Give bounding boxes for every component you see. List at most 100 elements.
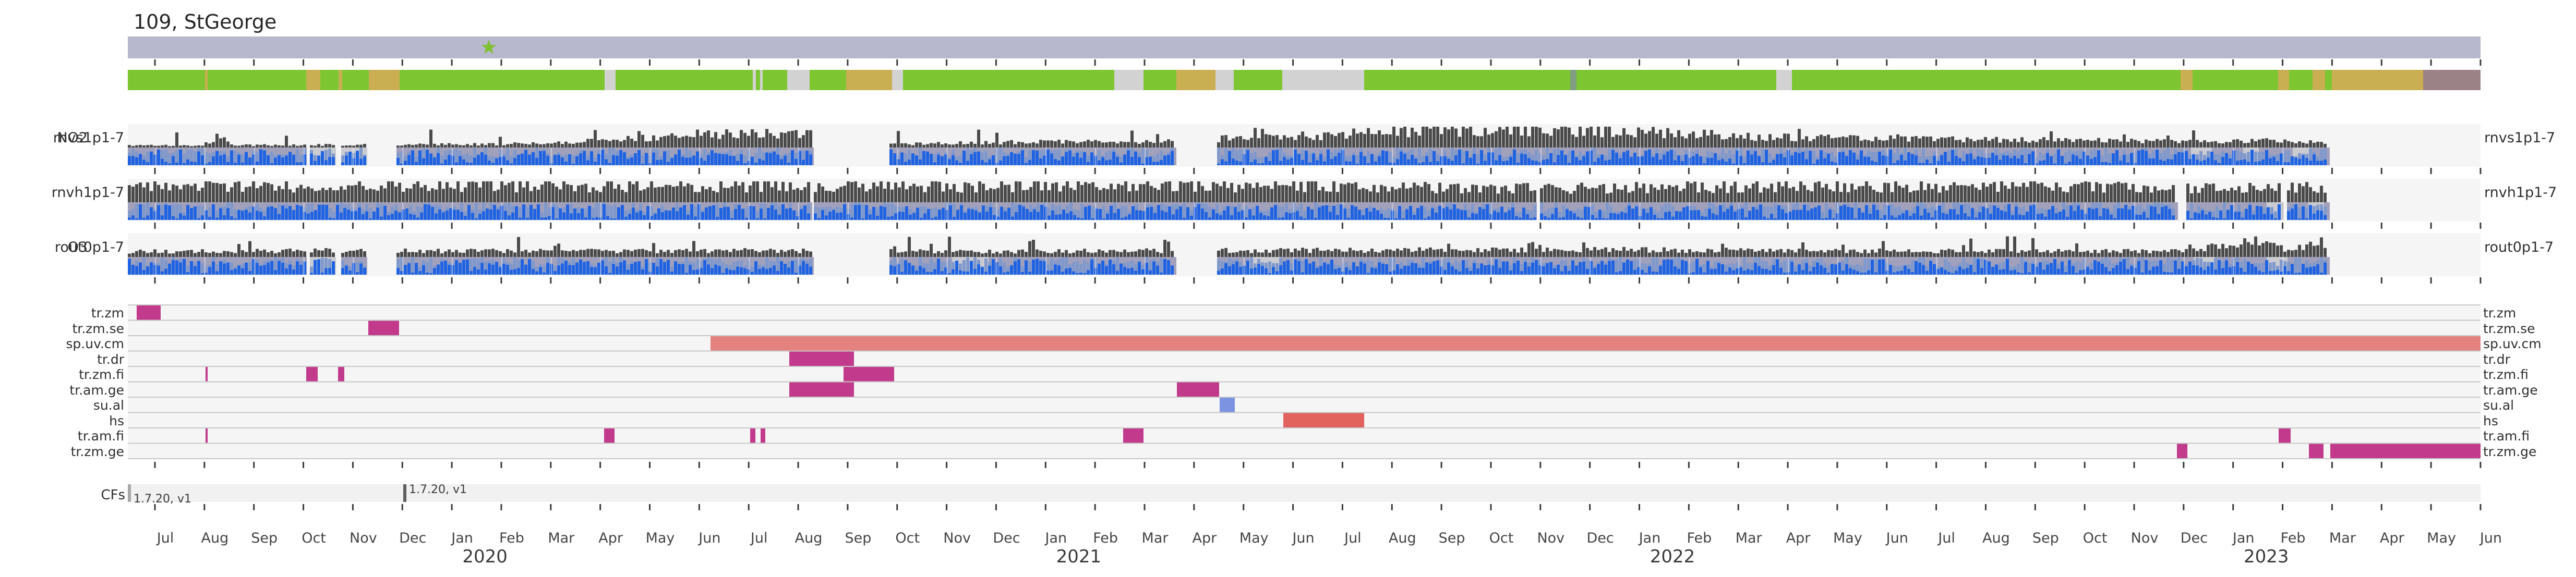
dark-bar bbox=[2101, 142, 2104, 148]
blue-bar bbox=[1670, 259, 1673, 275]
coverage-separator bbox=[204, 257, 206, 275]
dark-bar bbox=[493, 191, 496, 202]
dark-bar bbox=[226, 141, 230, 148]
dark-bar bbox=[477, 145, 480, 148]
blue-soft-bar bbox=[1303, 211, 1306, 220]
dark-bar bbox=[977, 252, 980, 257]
month-tick bbox=[2380, 59, 2382, 66]
blue-bar bbox=[934, 216, 937, 220]
blue-bar bbox=[850, 217, 853, 220]
blue-bar bbox=[2128, 209, 2131, 220]
dark-bar bbox=[1341, 251, 1344, 257]
blue-bar bbox=[652, 263, 655, 275]
blue-bar bbox=[1458, 149, 1461, 165]
dark-bar bbox=[652, 243, 655, 257]
blue-soft-bar bbox=[208, 153, 211, 165]
blue-soft-bar bbox=[1011, 203, 1014, 220]
blue-bar bbox=[941, 271, 944, 275]
blue-bar bbox=[2091, 208, 2094, 220]
dark-bar bbox=[396, 145, 400, 148]
blue-bar bbox=[756, 218, 759, 220]
dark-bar bbox=[2298, 183, 2301, 202]
blue-bar bbox=[252, 154, 255, 165]
blue-soft-bar bbox=[962, 260, 966, 275]
month-tick bbox=[599, 59, 601, 66]
blue-bar bbox=[2075, 155, 2078, 165]
blue-bar bbox=[263, 150, 266, 165]
dark-bar bbox=[970, 250, 973, 257]
blue-bar bbox=[1347, 217, 1350, 220]
blue-bar bbox=[645, 259, 648, 275]
blue-bar bbox=[2278, 204, 2281, 220]
blue-bar bbox=[1593, 162, 1596, 165]
blue-bar bbox=[1515, 216, 1518, 220]
blue-bar bbox=[2009, 158, 2013, 165]
dark-bar bbox=[1138, 249, 1141, 257]
coverage-separator bbox=[1441, 202, 1443, 220]
dark-bar bbox=[1891, 192, 1894, 202]
month-tick bbox=[946, 59, 948, 66]
blue-soft-bar bbox=[1704, 208, 1707, 220]
dark-bar bbox=[131, 187, 135, 202]
coverage-separator bbox=[798, 202, 800, 220]
blue-bar bbox=[1564, 155, 1567, 165]
blue-bar bbox=[665, 210, 668, 220]
dark-bar bbox=[2055, 182, 2058, 202]
blue-bar bbox=[2164, 205, 2168, 220]
month-tick bbox=[203, 223, 206, 229]
coverage-separator bbox=[1738, 202, 1740, 220]
dark-bar bbox=[1121, 185, 1124, 202]
dark-bar bbox=[529, 191, 533, 202]
blue-bar bbox=[2269, 158, 2272, 165]
dark-bar bbox=[1128, 191, 1131, 202]
blue-soft-bar bbox=[1964, 203, 1967, 220]
blue-bar bbox=[1487, 152, 1490, 165]
blue-soft-bar bbox=[931, 208, 934, 220]
dark-bar bbox=[168, 190, 171, 202]
dark-bar bbox=[172, 145, 175, 148]
blue-soft-bar bbox=[584, 208, 587, 220]
blue-soft-bar bbox=[1962, 151, 1965, 165]
dark-bar bbox=[1411, 127, 1414, 148]
dark-bar bbox=[2099, 183, 2102, 202]
blue-bar bbox=[791, 261, 794, 275]
blue-bar bbox=[504, 211, 507, 220]
dark-bar bbox=[533, 187, 536, 202]
blue-soft-bar bbox=[1254, 151, 1257, 165]
blue-bar bbox=[317, 155, 320, 165]
dark-bar bbox=[513, 142, 516, 148]
blue-soft-bar bbox=[1048, 208, 1051, 220]
dark-bar bbox=[1272, 250, 1275, 257]
dark-bar bbox=[248, 144, 251, 148]
blue-bar bbox=[930, 153, 933, 165]
dark-bar bbox=[2112, 139, 2115, 148]
dark-bar bbox=[1239, 250, 1242, 257]
dark-bar bbox=[1792, 187, 1795, 202]
blue-bar bbox=[1449, 209, 1452, 220]
blue-soft-bar bbox=[1703, 264, 1706, 275]
dark-bar bbox=[1312, 249, 1315, 257]
blue-bar bbox=[650, 216, 653, 220]
blue-bar bbox=[1443, 156, 1447, 165]
dark-bar bbox=[1105, 142, 1108, 148]
dark-bar bbox=[2017, 142, 2020, 148]
blue-bar bbox=[608, 273, 611, 275]
blue-bar bbox=[1484, 265, 1487, 275]
dark-bar bbox=[1663, 247, 1666, 257]
dark-bar bbox=[1235, 137, 1238, 148]
blue-bar bbox=[566, 204, 569, 220]
blue-bar bbox=[861, 218, 864, 220]
blue-bar bbox=[175, 218, 178, 220]
star-marker-icon bbox=[481, 40, 497, 54]
dark-bar bbox=[1747, 132, 1750, 148]
blue-bar bbox=[451, 156, 454, 165]
dark-bar bbox=[561, 144, 564, 148]
dark-bar bbox=[740, 130, 743, 148]
dark-bar bbox=[1838, 137, 1841, 148]
blue-soft-bar bbox=[959, 263, 962, 275]
blue-bar bbox=[805, 151, 809, 165]
blue-bar bbox=[2048, 209, 2051, 220]
dark-bar bbox=[1296, 190, 1299, 202]
blue-bar bbox=[703, 260, 706, 275]
blue-bar bbox=[1268, 161, 1271, 165]
